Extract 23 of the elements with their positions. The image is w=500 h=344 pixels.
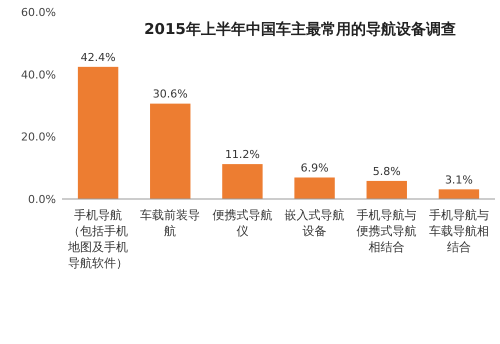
bar bbox=[222, 164, 263, 199]
bar bbox=[78, 66, 118, 199]
x-tick-label: 手机导航与便携式导航相结合 bbox=[356, 207, 418, 255]
y-tick-label: 0.0% bbox=[28, 193, 56, 206]
y-tick-label: 40.0% bbox=[21, 68, 56, 82]
data-label: 11.2% bbox=[224, 148, 260, 162]
data-label: 42.4% bbox=[80, 50, 116, 64]
bar bbox=[366, 180, 407, 199]
data-label: 5.8% bbox=[372, 164, 401, 178]
data-label: 3.1% bbox=[444, 173, 473, 186]
x-tick-label: 嵌入式导航设备 bbox=[284, 207, 346, 239]
x-tick-label: 车载前装导航 bbox=[139, 207, 202, 239]
y-tick-label: 60.0% bbox=[21, 6, 56, 19]
text: 2015年上半年中国车主最常用的导航设备调查 bbox=[144, 20, 456, 38]
x-tick-label: 便携式导航仪 bbox=[211, 207, 274, 239]
bar bbox=[438, 189, 480, 199]
data-label: 6.9% bbox=[300, 161, 329, 174]
x-tick-label: 手机导航（包括手机地图及手机导航软件） bbox=[67, 207, 130, 271]
bar bbox=[294, 177, 335, 199]
y-tick-label: 20.0% bbox=[21, 130, 56, 144]
bar bbox=[150, 104, 190, 199]
data-label: 30.6% bbox=[152, 88, 188, 101]
x-tick-label: 手机导航与车载导航相结合 bbox=[428, 207, 490, 255]
